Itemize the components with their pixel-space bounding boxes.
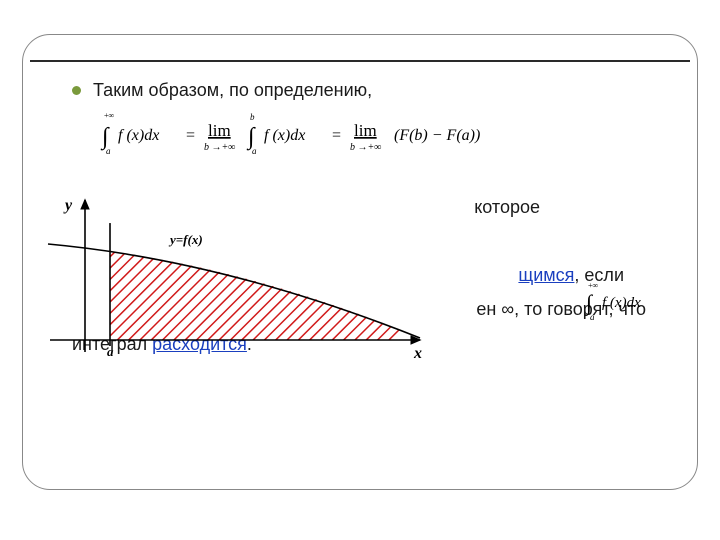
definition-formula: +∞ ∫ a f (x)dx = lim b →+∞ b ∫ a f (x)dx… — [100, 110, 510, 156]
int2-body: f (x)dx — [264, 127, 305, 144]
inline-integral: +∞ ∫ a f (x)dx — [582, 280, 672, 322]
lim1-sub: b →+∞ — [204, 142, 235, 153]
svg-text:=: = — [332, 127, 341, 144]
text-frag-1: которое — [474, 197, 540, 217]
svg-text:a: a — [590, 312, 595, 322]
lim1: lim — [208, 121, 231, 140]
converges-link[interactable]: щимся — [518, 265, 574, 285]
final-expr: (F(b) − F(a)) — [394, 127, 480, 144]
svg-text:a: a — [107, 344, 114, 359]
bullet-item: Таким образом, по определению, — [72, 78, 680, 102]
svg-text:+∞: +∞ — [588, 281, 599, 290]
title-divider — [30, 60, 690, 62]
int1-body: f (x)dx — [118, 127, 159, 144]
int2-lower: a — [252, 146, 257, 156]
lim2: lim — [354, 121, 377, 140]
svg-text:y=f(x): y=f(x) — [168, 232, 203, 247]
bullet-text: Таким образом, по определению, — [93, 78, 372, 102]
svg-text:=: = — [186, 127, 195, 144]
lim2-sub: b →+∞ — [350, 142, 381, 153]
int1-upper: +∞ — [104, 111, 115, 120]
content-block: Таким образом, по определению, +∞ ∫ a f … — [72, 78, 680, 156]
integral-diagram: y x a y=f(x) — [40, 190, 440, 370]
int2-upper: b — [250, 112, 255, 122]
svg-text:x: x — [413, 345, 422, 362]
bullet-dot-icon — [72, 86, 81, 95]
svg-text:y: y — [63, 197, 73, 214]
int1-lower: a — [106, 146, 111, 156]
svg-text:f (x)dx: f (x)dx — [602, 295, 641, 311]
